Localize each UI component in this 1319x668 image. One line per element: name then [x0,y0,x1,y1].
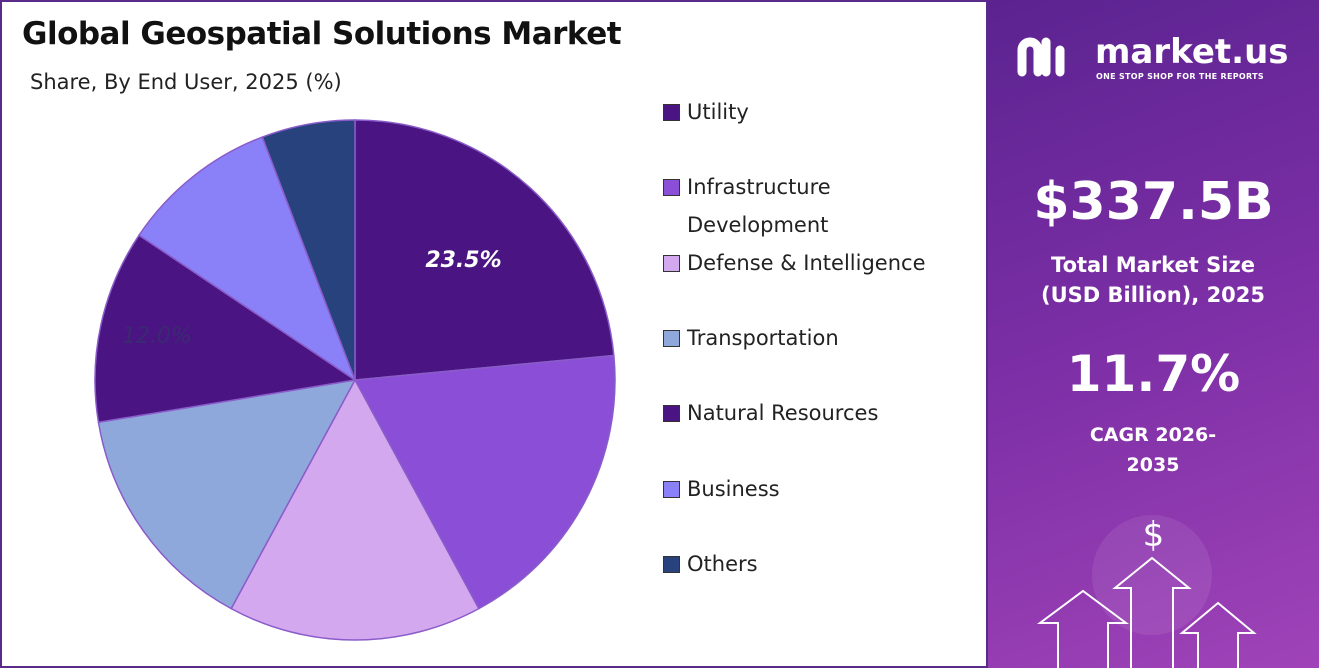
pie-slice [353,354,616,610]
legend-label: Natural Resources [687,401,879,425]
legend-item: Infrastructure Development [663,168,937,244]
legend-swatch [663,179,680,196]
arrow [1112,556,1192,668]
pie-slice [261,119,356,381]
data-label: 12.0% [122,324,192,349]
legend-swatch [663,556,680,573]
legend-item: Natural Resources [663,394,937,432]
decoration [1017,37,1257,668]
legend-swatch [663,405,680,422]
dollar-icon: $ [1142,515,1165,555]
legend-item: Business [663,470,937,508]
legend-swatch [663,104,680,121]
summary-panel: market.us ONE STOP SHOP FOR THE REPORTS … [988,0,1319,668]
pie-chart: 23.5% 12.0% [94,119,616,641]
legend-label: Utility [687,100,749,124]
legend-label: Others [687,552,758,576]
market-size-label: Total Market Size (USD Billion), 2025 [1040,253,1266,307]
logo-icon [1017,37,1065,77]
pie-slice [230,378,480,641]
legend-item: Utility [663,93,937,131]
legend-label: Defense & Intelligence [687,251,926,275]
market-size: $337.5B [1033,172,1274,232]
pie-slice [97,379,357,610]
logo-text: market.us [1095,32,1289,72]
legend-item: Transportation [663,319,937,357]
cagr: 11.7% [1066,345,1241,403]
pie-slice [138,136,357,382]
legend-swatch [663,481,680,498]
legend-item: Others [663,545,937,583]
legend-swatch [663,330,680,347]
pie-slice [94,234,357,424]
legend-label: Business [687,477,780,501]
pie-slice [354,119,615,381]
legend-label: Infrastructure Development [687,175,831,237]
arrow [1179,601,1257,668]
legend-label: Transportation [687,326,839,350]
legend-swatch [663,255,680,272]
chart-title: Global Geospatial Solutions Market [22,16,622,52]
cagr-label: CAGR 2026-2035 [1089,424,1217,476]
arrow [1036,589,1130,668]
logo-tagline: ONE STOP SHOP FOR THE REPORTS [1096,72,1264,81]
chart-subtitle: Share, By End User, 2025 (%) [30,70,342,94]
data-label: 23.5% [425,248,501,273]
legend-item: Defense & Intelligence [663,244,937,282]
